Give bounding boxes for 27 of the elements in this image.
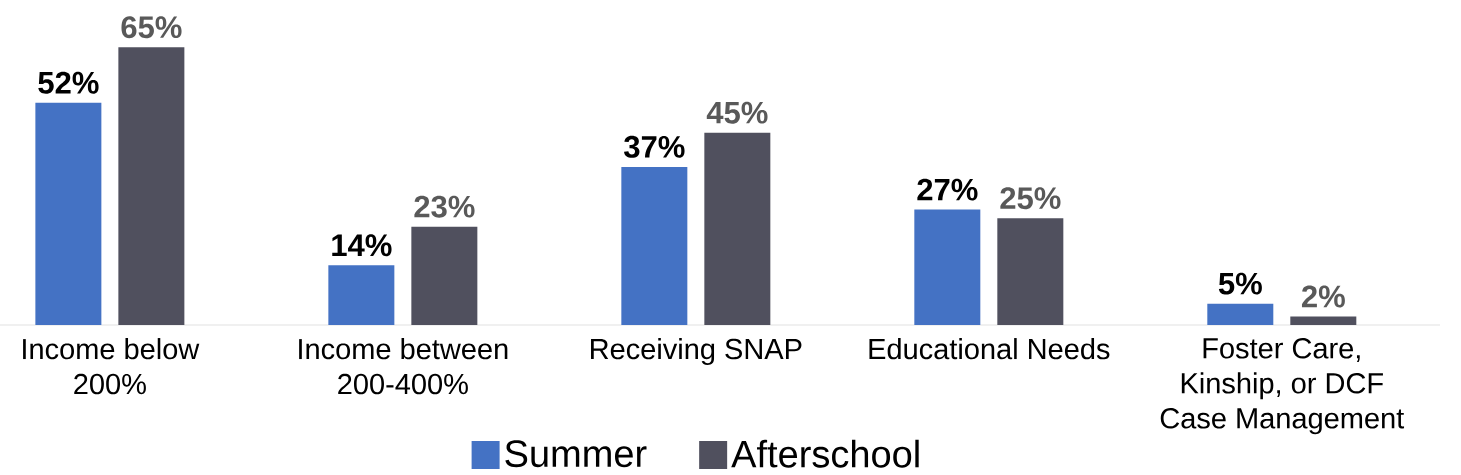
data-label: 23% (414, 195, 475, 218)
x-tick-label: Income below 200% (23, 338, 200, 395)
bar (1207, 303, 1274, 325)
data-label: 37% (624, 135, 685, 158)
data-label: 5% (1218, 272, 1262, 295)
data-label: 65% (121, 16, 182, 39)
bar (118, 47, 185, 325)
data-label: 45% (706, 101, 768, 124)
data-label: 14% (332, 234, 392, 257)
bar (704, 132, 771, 325)
data-label: 52% (38, 71, 99, 94)
legend-label: Summer (505, 440, 647, 468)
legend-label: Afterschool (731, 439, 919, 468)
data-label: 25% (1000, 187, 1061, 210)
bar (914, 209, 981, 325)
bar (328, 265, 395, 325)
x-tick-label: Foster Care, Kinship, or DCF Case Management (1160, 338, 1405, 435)
bar (35, 102, 102, 325)
x-tick-label: Educational Needs (869, 338, 1110, 360)
data-label: 2% (1301, 285, 1345, 308)
bar (411, 226, 478, 325)
bar (621, 166, 688, 325)
data-label: 27% (917, 178, 978, 201)
x-tick-label: Income between 200-400% (299, 338, 508, 395)
bar (997, 218, 1064, 325)
bar (1290, 316, 1357, 325)
x-tick-label: Receiving SNAP (591, 338, 802, 366)
